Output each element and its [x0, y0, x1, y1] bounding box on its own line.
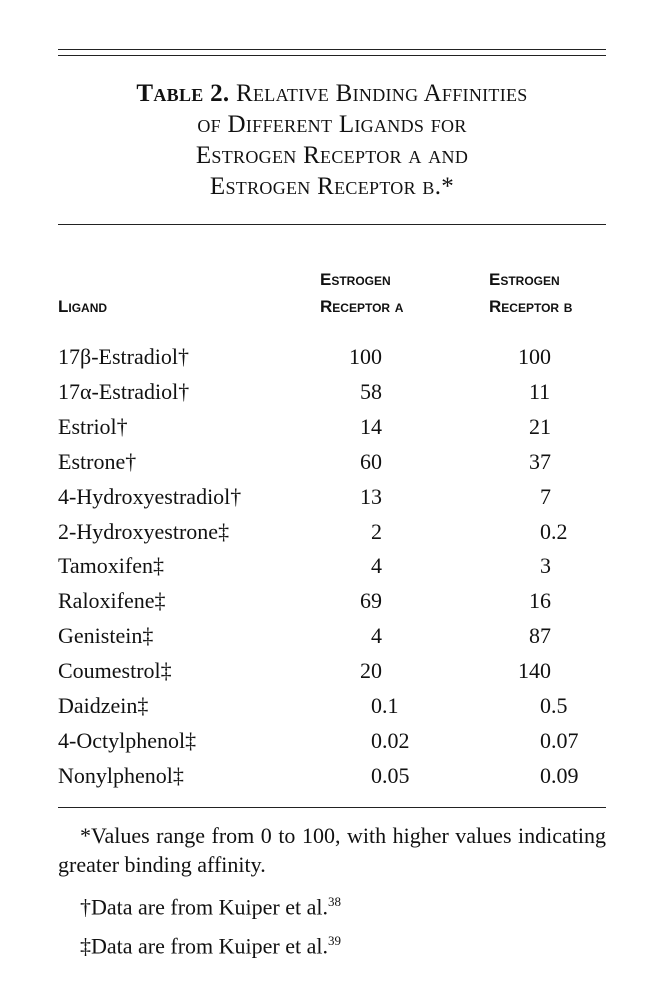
- value-er-alpha: 0.1: [371, 693, 399, 718]
- header-line: Estrogen: [320, 270, 391, 289]
- ligand-name: 4-Octylphenol‡: [58, 727, 197, 753]
- ligand-name: Genistein‡: [58, 623, 154, 649]
- value-er-beta: 16: [529, 588, 551, 614]
- header-er-beta: Estrogen Receptor β: [489, 266, 572, 320]
- top-rule-1: [58, 49, 606, 50]
- value-er-beta: 37: [529, 448, 551, 474]
- value-er-beta: 11: [529, 378, 551, 404]
- table-label: Table 2.: [136, 80, 230, 107]
- value-er-alpha: 58: [360, 378, 382, 404]
- footnote-text: †Data are from Kuiper et al.: [80, 894, 328, 920]
- value-er-alpha: 60: [360, 448, 382, 474]
- footnote-dagger: †Data are from Kuiper et al.38: [80, 887, 628, 921]
- value-er-beta: 140: [518, 658, 551, 684]
- title-line: Estrogen Receptor α and: [195, 142, 469, 169]
- footnote-ref: 38: [328, 894, 341, 909]
- ligand-name: 17α-Estradiol†: [58, 378, 190, 404]
- value-er-alpha: 4: [371, 553, 382, 579]
- table-row: Coumestrol‡ 20 140: [58, 658, 606, 693]
- title-line: Estrogen Receptor β.*: [209, 173, 455, 200]
- footnote-ref: 39: [328, 933, 341, 948]
- value-er-alpha: 2: [371, 518, 382, 544]
- table-row: 2-Hydroxyestrone‡ 2 0.2: [58, 519, 606, 554]
- table-row: 4-Hydroxyestradiol† 13 7: [58, 484, 606, 519]
- ligand-name: Estrone†: [58, 448, 137, 474]
- ligand-name: Daidzein‡: [58, 693, 149, 718]
- value-er-beta: 0.2: [540, 518, 568, 544]
- ligand-name: Estriol†: [58, 413, 128, 439]
- table-row: Tamoxifen‡ 4 3: [58, 553, 606, 588]
- header-ligand: Ligand: [58, 297, 108, 316]
- value-er-beta: 87: [529, 623, 551, 649]
- table-row: Raloxifene‡ 69 16: [58, 588, 606, 623]
- top-rule-2: [58, 55, 606, 56]
- bottom-rule: [58, 807, 606, 808]
- table-row: 17β-Estradiol† 100 100: [58, 344, 606, 379]
- value-er-alpha: 0.02: [371, 727, 410, 753]
- value-er-beta: 0.09: [540, 762, 579, 788]
- table-row: Genistein‡ 4 87: [58, 623, 606, 658]
- footnote-text: ‡Data are from Kuiper et al.: [80, 933, 328, 959]
- value-er-alpha: 14: [360, 413, 382, 439]
- value-er-alpha: 13: [360, 483, 382, 509]
- table-row: 17α-Estradiol† 58 11: [58, 379, 606, 414]
- table-row: Estrone† 60 37: [58, 449, 606, 484]
- header-line: Receptor α: [320, 297, 404, 316]
- value-er-alpha: 0.05: [371, 762, 410, 788]
- table-row: Estriol† 14 21: [58, 414, 606, 449]
- ligand-name: 2-Hydroxyestrone‡: [58, 518, 230, 544]
- value-er-beta: 100: [518, 344, 551, 369]
- value-er-beta: 7: [540, 483, 551, 509]
- value-er-alpha: 20: [360, 658, 382, 684]
- ligand-name: Tamoxifen‡: [58, 553, 164, 579]
- value-er-beta: 21: [529, 413, 551, 439]
- value-er-beta: 0.07: [540, 727, 579, 753]
- value-er-alpha: 69: [360, 588, 382, 614]
- footnote-values: *Values range from 0 to 100, with higher…: [58, 823, 606, 877]
- table-row: Daidzein‡ 0.1 0.5: [58, 693, 606, 728]
- value-er-alpha: 4: [371, 623, 382, 649]
- footnote-double-dagger: ‡Data are from Kuiper et al.39: [80, 926, 628, 960]
- header-line: Receptor β: [489, 297, 573, 316]
- table-row: 4-Octylphenol‡ 0.02 0.07: [58, 728, 606, 763]
- ligand-name: 17β-Estradiol†: [58, 344, 189, 369]
- ligand-name: Coumestrol‡: [58, 658, 172, 684]
- title-rule: [58, 224, 606, 225]
- ligand-name: Raloxifene‡: [58, 588, 166, 614]
- header-er-alpha: Estrogen Receptor α: [320, 266, 403, 320]
- value-er-beta: 3: [540, 553, 551, 579]
- table-row: Nonylphenol‡ 0.05 0.09: [58, 763, 606, 798]
- table-title: Table 2. Relative Binding Affinities of …: [58, 78, 606, 202]
- value-er-alpha: 100: [349, 344, 382, 369]
- ligand-name: Nonylphenol‡: [58, 762, 184, 788]
- header-line: Estrogen: [489, 270, 560, 289]
- value-er-beta: 0.5: [540, 693, 568, 718]
- title-line: Relative Binding Affinities: [236, 80, 528, 107]
- ligand-name: 4-Hydroxyestradiol†: [58, 483, 242, 509]
- title-line: of Different Ligands for: [197, 111, 467, 138]
